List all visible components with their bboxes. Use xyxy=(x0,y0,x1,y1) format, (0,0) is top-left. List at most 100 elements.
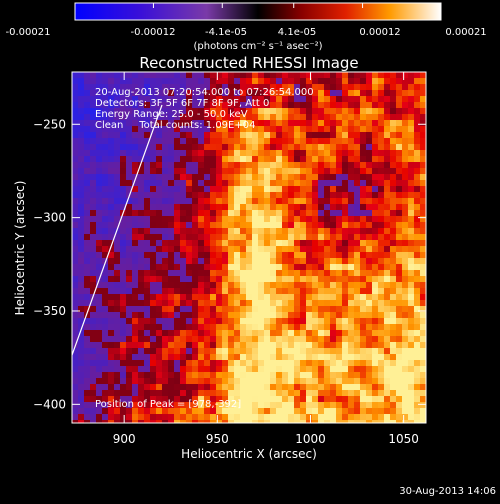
image-pixel xyxy=(264,312,271,319)
image-pixel xyxy=(330,372,337,379)
image-pixel xyxy=(294,120,301,127)
image-pixel xyxy=(162,102,169,109)
image-pixel xyxy=(390,198,397,205)
image-pixel xyxy=(402,390,409,397)
image-pixel xyxy=(360,216,367,223)
image-pixel xyxy=(156,306,163,313)
image-pixel xyxy=(264,144,271,151)
image-pixel xyxy=(168,114,175,121)
image-pixel xyxy=(258,258,265,265)
image-pixel xyxy=(396,180,403,187)
image-pixel xyxy=(366,90,373,97)
image-pixel xyxy=(384,276,391,283)
image-pixel xyxy=(420,288,426,295)
image-pixel xyxy=(192,348,199,355)
image-pixel xyxy=(186,306,193,313)
image-pixel xyxy=(132,288,139,295)
image-pixel xyxy=(102,96,109,103)
image-pixel xyxy=(132,306,139,313)
image-pixel xyxy=(294,156,301,163)
image-pixel xyxy=(198,348,205,355)
image-pixel xyxy=(174,216,181,223)
image-pixel xyxy=(234,216,241,223)
image-pixel xyxy=(294,90,301,97)
image-pixel xyxy=(216,90,223,97)
image-pixel xyxy=(162,228,169,235)
image-pixel xyxy=(402,192,409,199)
image-pixel xyxy=(156,240,163,247)
image-pixel xyxy=(312,420,319,423)
image-pixel xyxy=(414,342,421,349)
image-pixel xyxy=(312,132,319,139)
image-pixel xyxy=(318,390,325,397)
image-pixel xyxy=(102,138,109,145)
image-pixel xyxy=(150,234,157,241)
image-pixel xyxy=(348,192,355,199)
image-pixel xyxy=(372,390,379,397)
image-pixel xyxy=(312,294,319,301)
image-pixel xyxy=(90,78,97,85)
image-pixel xyxy=(78,168,85,175)
image-pixel xyxy=(264,222,271,229)
image-pixel xyxy=(108,420,115,423)
image-pixel xyxy=(330,366,337,373)
image-pixel xyxy=(396,150,403,157)
image-pixel xyxy=(270,294,277,301)
image-pixel xyxy=(228,420,235,423)
image-pixel xyxy=(288,114,295,121)
image-pixel xyxy=(420,348,426,355)
image-pixel xyxy=(336,138,343,145)
image-pixel xyxy=(198,300,205,307)
image-pixel xyxy=(186,414,193,421)
image-pixel xyxy=(384,294,391,301)
image-pixel xyxy=(360,390,367,397)
image-pixel xyxy=(96,186,103,193)
image-pixel xyxy=(234,330,241,337)
image-pixel xyxy=(294,348,301,355)
image-pixel xyxy=(282,198,289,205)
image-pixel xyxy=(198,138,205,145)
image-pixel xyxy=(210,126,217,133)
image-pixel xyxy=(372,156,379,163)
image-pixel xyxy=(120,258,127,265)
image-pixel xyxy=(138,102,145,109)
image-pixel xyxy=(366,378,373,385)
image-pixel xyxy=(252,342,259,349)
image-pixel xyxy=(258,402,265,409)
image-pixel xyxy=(300,132,307,139)
image-pixel xyxy=(420,222,426,229)
image-pixel xyxy=(324,174,331,181)
image-pixel xyxy=(354,360,361,367)
image-pixel xyxy=(192,186,199,193)
image-pixel xyxy=(252,288,259,295)
image-pixel xyxy=(276,108,283,115)
image-pixel xyxy=(396,234,403,241)
image-pixel xyxy=(114,102,121,109)
image-pixel xyxy=(234,162,241,169)
image-pixel xyxy=(366,102,373,109)
image-pixel xyxy=(342,306,349,313)
image-pixel xyxy=(114,342,121,349)
image-pixel xyxy=(222,96,229,103)
image-pixel xyxy=(288,216,295,223)
image-pixel xyxy=(216,234,223,241)
image-pixel xyxy=(90,174,97,181)
image-pixel xyxy=(78,216,85,223)
image-pixel xyxy=(282,330,289,337)
image-pixel xyxy=(276,402,283,409)
image-pixel xyxy=(78,78,85,85)
image-pixel xyxy=(138,78,145,85)
image-pixel xyxy=(138,264,145,271)
image-pixel xyxy=(390,312,397,319)
image-pixel xyxy=(150,198,157,205)
image-pixel xyxy=(174,342,181,349)
image-pixel xyxy=(108,270,115,277)
image-pixel xyxy=(114,162,121,169)
image-pixel xyxy=(108,264,115,271)
image-pixel xyxy=(210,390,217,397)
image-pixel xyxy=(222,108,229,115)
image-pixel xyxy=(330,162,337,169)
image-pixel xyxy=(126,390,133,397)
image-pixel xyxy=(126,414,133,421)
image-pixel xyxy=(192,342,199,349)
